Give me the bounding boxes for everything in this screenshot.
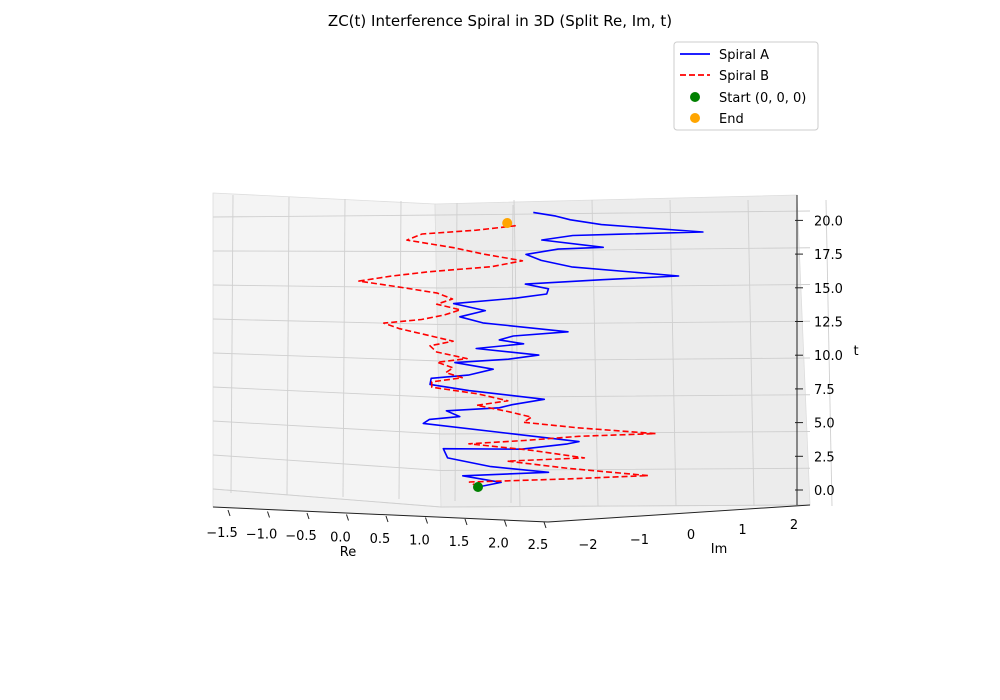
legend-label-start: Start (0, 0, 0) xyxy=(719,91,806,106)
x-tick-label: −0.5 xyxy=(285,529,317,544)
grid-line-im xyxy=(747,199,755,507)
legend-label-spiral-a: Spiral A xyxy=(719,48,769,63)
x-tick-mark xyxy=(425,517,428,524)
z-axis-label: t xyxy=(853,344,858,359)
grid-line-t xyxy=(212,454,811,471)
grid-line-re xyxy=(398,200,402,500)
z-tick-label: 12.5 xyxy=(814,316,843,331)
im-axis-line xyxy=(547,504,811,523)
x-tick-label: −1.5 xyxy=(206,526,238,541)
axes-panes xyxy=(212,192,811,523)
series-group xyxy=(358,211,704,488)
grid-line-re xyxy=(342,198,346,498)
grid-line-t xyxy=(212,386,811,398)
grid-line-t xyxy=(212,284,811,289)
y-tick-label: 1 xyxy=(738,523,746,538)
grid-line-re xyxy=(286,196,290,496)
legend-label-spiral-b: Spiral B xyxy=(719,69,769,84)
legend-label-end: End xyxy=(719,112,744,127)
series-line-spiral-a xyxy=(422,211,704,488)
z-tick-label: 2.5 xyxy=(814,450,835,465)
y-tick-label: 2 xyxy=(790,518,798,533)
z-tick-label: 0.0 xyxy=(814,484,835,499)
grid-line-im xyxy=(825,199,833,507)
grid-line-t xyxy=(212,352,811,362)
x-tick-label: 0.5 xyxy=(370,532,391,547)
z-tick-label: 15.0 xyxy=(814,282,843,297)
grid-line-t xyxy=(212,488,811,508)
x-tick-mark xyxy=(385,515,389,523)
x-tick-mark xyxy=(504,520,507,527)
grid-line-re xyxy=(454,202,458,502)
grid-lines xyxy=(212,194,833,508)
series-line-spiral-b xyxy=(358,222,657,488)
y-axis-label: Im xyxy=(711,542,728,557)
x-tick-mark xyxy=(543,521,547,529)
x-tick-mark xyxy=(306,512,310,520)
x-tick-mark xyxy=(464,518,468,526)
legend-swatch-start xyxy=(690,92,700,102)
re-axis-line xyxy=(212,506,549,523)
x-tick-mark xyxy=(346,514,349,521)
x-tick-label: 2.0 xyxy=(488,537,509,552)
legend-frame xyxy=(673,41,819,131)
y-tick-label: −1 xyxy=(630,533,649,548)
z-tick-label: 10.0 xyxy=(814,349,843,364)
x-tick-mark xyxy=(227,509,231,517)
grid-line-re xyxy=(230,194,234,494)
x-tick-label: 2.5 xyxy=(528,538,549,553)
tick-labels: −1.5 −1.0 −0.5 0.0 0.5 1.0 1.5 2.0 2.5 −2 −1 0 1 20.0… xyxy=(206,214,843,553)
grid-line-t xyxy=(212,420,811,435)
x-tick-label: −1.0 xyxy=(246,528,278,543)
markers-group xyxy=(473,218,513,492)
x-tick-label: 1.0 xyxy=(409,534,430,549)
x-axis-label: Re xyxy=(340,545,356,560)
x-tick-mark xyxy=(267,511,270,518)
grid-line-re xyxy=(510,204,514,504)
z-tick-label: 7.5 xyxy=(814,383,835,398)
legend-swatch-end xyxy=(690,113,700,123)
start-marker xyxy=(473,482,483,492)
chart-title: ZC(t) Interference Spiral in 3D (Split R… xyxy=(328,12,672,30)
legend: Spiral A Spiral B Start (0, 0, 0) End xyxy=(673,41,819,131)
axis-lines xyxy=(212,195,811,523)
right-pane xyxy=(434,194,811,508)
z-tick-label: 17.5 xyxy=(814,248,843,263)
x-tick-label: 1.5 xyxy=(449,535,470,550)
end-marker xyxy=(502,218,513,228)
grid-line-t xyxy=(212,318,811,325)
z-tick-label: 5.0 xyxy=(814,417,835,432)
grid-line-im xyxy=(591,199,599,507)
y-tick-label: −2 xyxy=(578,538,597,553)
x-tick-label: 0.0 xyxy=(330,531,351,546)
z-tick-label: 20.0 xyxy=(814,214,843,229)
grid-line-im xyxy=(669,199,677,507)
y-tick-label: 0 xyxy=(687,528,695,543)
